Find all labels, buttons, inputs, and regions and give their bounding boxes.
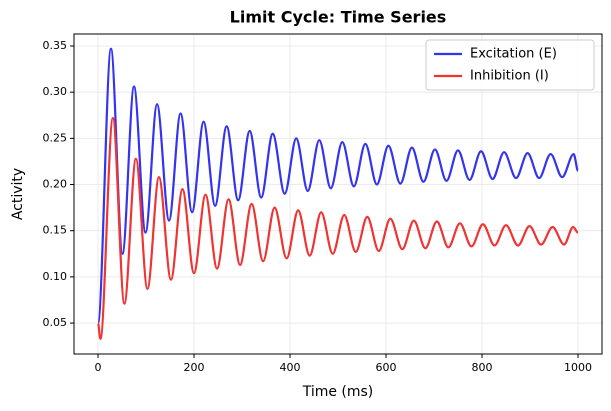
- x-tick-label: 1000: [564, 361, 592, 374]
- y-tick-label: 0.25: [43, 131, 68, 144]
- x-tick-label: 200: [184, 361, 205, 374]
- legend-label: Inhibition (I): [470, 69, 549, 84]
- chart-title: Limit Cycle: Time Series: [230, 8, 447, 27]
- y-tick-label: 0.20: [43, 178, 68, 191]
- line-series: [96, 47, 580, 325]
- y-tick-label: 0.30: [43, 85, 68, 98]
- legend-box: [425, 39, 595, 91]
- plot-frame: [73, 33, 603, 355]
- y-tick-label: 0.10: [43, 270, 68, 283]
- x-tick-label: 800: [472, 361, 493, 374]
- y-tick-label: 0.35: [43, 39, 68, 52]
- x-tick-label: 0: [95, 361, 102, 374]
- x-axis-label: Time (ms): [302, 384, 374, 400]
- line-series: [96, 116, 579, 340]
- y-axis-label: Activity: [10, 168, 26, 220]
- y-tick-label: 0.15: [43, 224, 68, 237]
- y-tick-label: 0.05: [43, 316, 68, 329]
- x-tick-label: 400: [280, 361, 301, 374]
- x-tick-label: 600: [376, 361, 397, 374]
- legend-label: Excitation (E): [470, 47, 557, 62]
